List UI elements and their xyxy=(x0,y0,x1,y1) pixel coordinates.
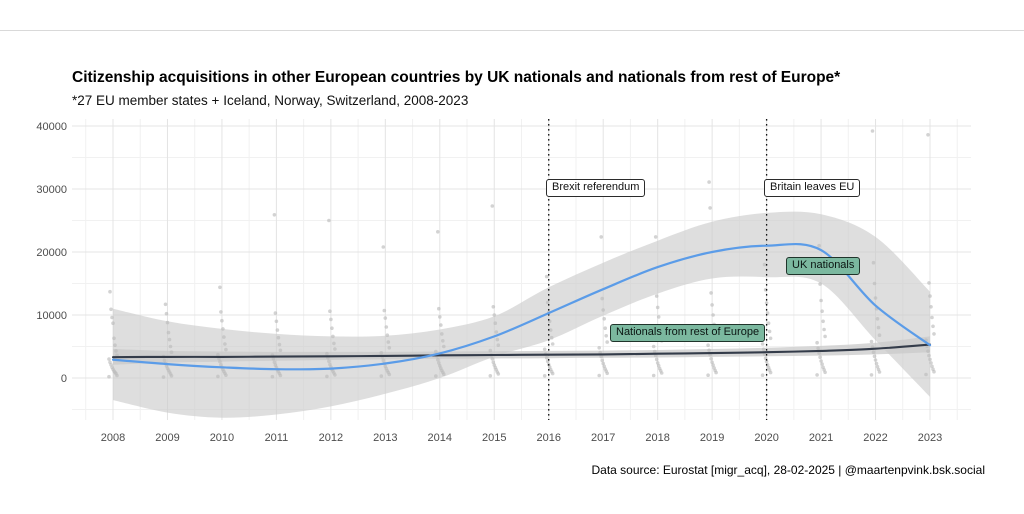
x-axis-tick-label: 2020 xyxy=(754,432,778,444)
x-axis-tick-label: 2011 xyxy=(265,432,289,444)
x-axis-tick-label: 2023 xyxy=(918,432,942,444)
x-axis-tick-label: 2013 xyxy=(373,432,397,444)
x-axis-tick-label: 2016 xyxy=(536,432,560,444)
rest-of-europe-series-label: Nationals from rest of Europe xyxy=(610,324,766,342)
x-axis-tick-label: 2022 xyxy=(863,432,887,444)
y-axis-tick-label: 30000 xyxy=(36,184,67,196)
x-axis-tick-label: 2018 xyxy=(645,432,669,444)
chart-title: Citizenship acquisitions in other Europe… xyxy=(72,69,841,86)
x-axis-tick-label: 2010 xyxy=(210,432,234,444)
y-axis-tick-label: 20000 xyxy=(36,247,67,259)
x-axis-tick-label: 2009 xyxy=(155,432,179,444)
x-axis-tick-label: 2015 xyxy=(482,432,506,444)
y-axis-tick-label: 40000 xyxy=(36,121,67,133)
brexit-referendum-annotation: Brexit referendum xyxy=(546,179,646,197)
chart-subtitle: *27 EU member states + Iceland, Norway, … xyxy=(72,93,469,108)
uk-nationals-series-label: UK nationals xyxy=(786,257,861,275)
britain-leaves-eu-annotation: Britain leaves EU xyxy=(764,179,861,197)
top-divider xyxy=(0,30,1024,31)
x-axis-tick-label: 2008 xyxy=(101,432,125,444)
x-axis-tick-label: 2014 xyxy=(428,432,452,444)
y-axis-tick-label: 0 xyxy=(61,373,67,385)
x-axis-tick-label: 2012 xyxy=(319,432,343,444)
x-axis-tick-label: 2019 xyxy=(700,432,724,444)
data-source-caption: Data source: Eurostat [migr_acq], 28-02-… xyxy=(591,463,986,477)
x-axis-tick-label: 2021 xyxy=(809,432,833,444)
x-axis-tick-label: 2017 xyxy=(591,432,615,444)
y-axis-tick-label: 10000 xyxy=(36,310,67,322)
